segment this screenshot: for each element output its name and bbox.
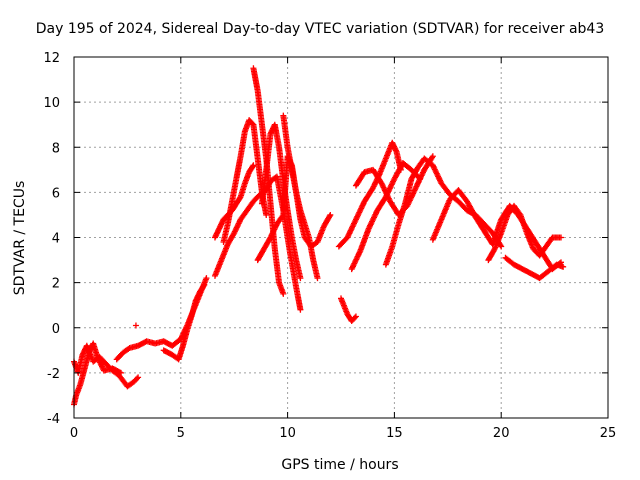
y-tick-label: 0 bbox=[52, 322, 60, 337]
data-point bbox=[125, 345, 132, 352]
data-point bbox=[249, 120, 256, 127]
data-point bbox=[263, 211, 270, 218]
x-tick-label: 10 bbox=[279, 426, 296, 441]
data-point bbox=[326, 213, 333, 220]
data-point bbox=[352, 313, 359, 320]
data-point bbox=[351, 314, 358, 321]
data-point bbox=[429, 153, 436, 160]
x-tick-label: 15 bbox=[386, 426, 403, 441]
data-point bbox=[314, 275, 321, 282]
data-point bbox=[249, 163, 256, 170]
data-point bbox=[327, 211, 334, 218]
chart-title: Day 195 of 2024, Sidereal Day-to-day VTE… bbox=[35, 21, 605, 37]
data-point bbox=[280, 290, 287, 297]
x-axis-label: GPS time / hours bbox=[281, 457, 399, 473]
data-points bbox=[71, 65, 567, 408]
y-tick-label: -2 bbox=[47, 367, 60, 382]
y-axis-label: SDTVAR / TECUs bbox=[12, 180, 28, 296]
data-point bbox=[117, 369, 124, 376]
y-tick-label: 2 bbox=[52, 277, 60, 292]
y-tick-label: 10 bbox=[43, 96, 60, 111]
y-tick-label: 6 bbox=[52, 186, 60, 201]
x-tick-label: 20 bbox=[493, 426, 510, 441]
y-tick-label: 8 bbox=[52, 141, 60, 156]
data-point bbox=[491, 247, 498, 254]
data-point bbox=[132, 322, 139, 329]
axis-ticks: 0 5 10 15 20 25 -4 -2 0 2 4 6 8 10 12 bbox=[43, 51, 616, 441]
data-point bbox=[135, 374, 142, 381]
data-point bbox=[250, 162, 257, 169]
data-point bbox=[560, 263, 567, 270]
data-point bbox=[134, 375, 141, 382]
x-tick-label: 0 bbox=[70, 426, 78, 441]
data-point bbox=[498, 243, 505, 250]
y-tick-label: 4 bbox=[52, 232, 60, 247]
data-point bbox=[279, 213, 286, 220]
data-point bbox=[200, 283, 207, 290]
data-point bbox=[297, 306, 304, 313]
data-point bbox=[297, 275, 304, 282]
data-point bbox=[201, 281, 208, 288]
data-point bbox=[203, 275, 210, 282]
data-point bbox=[558, 234, 565, 241]
x-tick-label: 25 bbox=[600, 426, 617, 441]
y-tick-label: -4 bbox=[47, 412, 60, 427]
x-tick-label: 5 bbox=[177, 426, 185, 441]
y-tick-label: 12 bbox=[43, 51, 60, 66]
data-point bbox=[429, 154, 436, 161]
